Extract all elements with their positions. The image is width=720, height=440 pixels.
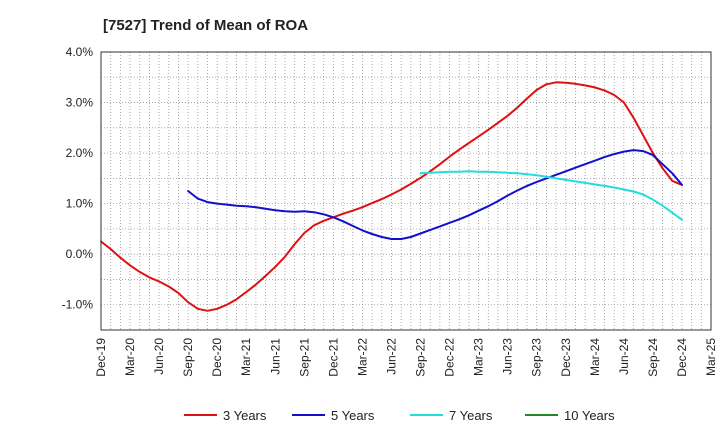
x-tick-label: Mar-25: [704, 338, 718, 376]
x-tick-label: Dec-23: [559, 338, 573, 377]
legend-label: 10 Years: [564, 408, 615, 423]
x-tick-label: Dec-20: [210, 338, 224, 377]
x-tick-label: Mar-24: [588, 338, 602, 376]
x-tick-label: Dec-24: [675, 338, 689, 377]
x-tick-label: Jun-24: [617, 338, 631, 375]
y-tick-label: 3.0%: [66, 96, 94, 110]
x-tick-label: Sep-20: [181, 338, 195, 377]
x-tick-label: Jun-21: [268, 338, 282, 375]
legend-label: 5 Years: [331, 408, 375, 423]
legend-label: 7 Years: [449, 408, 493, 423]
series-line-7-years: [419, 170, 683, 221]
y-tick-label: 2.0%: [66, 146, 94, 160]
series-line-3-years: [100, 81, 683, 312]
plot-frame: [100, 51, 712, 331]
legend-label: 3 Years: [223, 408, 267, 423]
x-tick-label: Dec-21: [326, 338, 340, 377]
x-tick-label: Jun-22: [384, 338, 398, 375]
y-tick-label: 0.0%: [66, 247, 94, 261]
x-tick-label: Dec-22: [443, 338, 457, 377]
x-tick-label: Jun-23: [501, 338, 515, 375]
x-tick-label: Mar-21: [239, 338, 253, 376]
x-tick-label: Sep-24: [646, 338, 660, 377]
x-tick-label: Mar-22: [355, 338, 369, 376]
x-tick-label: Dec-19: [94, 338, 108, 377]
y-tick-label: -1.0%: [62, 298, 94, 312]
y-tick-label: 1.0%: [66, 197, 94, 211]
x-tick-label: Jun-20: [152, 338, 166, 375]
x-tick-label: Sep-21: [297, 338, 311, 377]
x-tick-label: Mar-23: [472, 338, 486, 376]
legend: 3 Years 5 Years 7 Years 10 Years: [184, 408, 615, 423]
x-tick-label: Sep-22: [414, 338, 428, 377]
plot-area: [101, 52, 711, 330]
series-layer: [100, 81, 683, 312]
x-axis: Dec-19 Mar-20 Jun-20 Sep-20 Dec-20 Mar-21 Jun-…: [94, 338, 718, 377]
y-tick-label: 4.0%: [66, 45, 94, 59]
x-tick-label: Mar-20: [123, 338, 137, 376]
x-tick-label: Sep-23: [530, 338, 544, 377]
series-line-5-years: [187, 149, 683, 240]
y-axis: -1.0% 0.0% 1.0% 2.0% 3.0% 4.0%: [62, 45, 94, 312]
chart-title: [7527] Trend of Mean of ROA: [103, 17, 308, 34]
